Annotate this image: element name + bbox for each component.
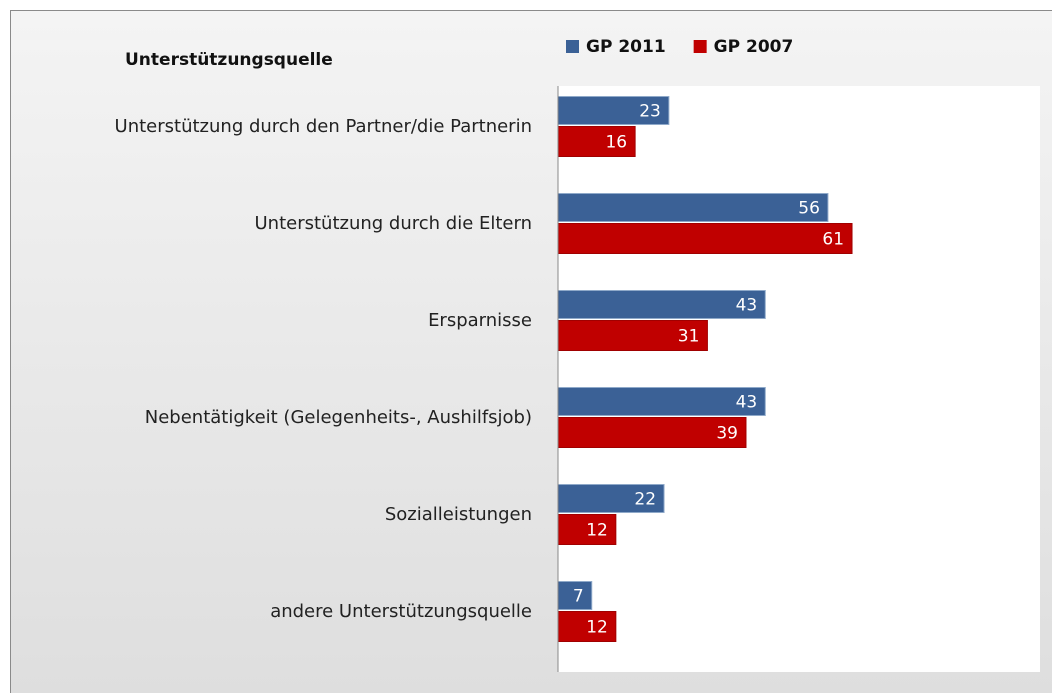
value-label: 43 — [736, 296, 758, 316]
category-label: Nebentätigkeit (Gelegenheits-, Aushilfsj… — [144, 406, 532, 428]
category-label: Ersparnisse — [428, 309, 532, 331]
plot-area — [558, 86, 1040, 672]
value-label: 43 — [736, 393, 758, 413]
value-label: 56 — [798, 199, 820, 219]
axis-title: Unterstützungsquelle — [125, 50, 333, 70]
legend-swatch — [693, 40, 707, 53]
bar — [557, 320, 708, 351]
legend-label: GP 2007 — [714, 37, 794, 57]
bar — [557, 611, 617, 642]
bar — [557, 96, 670, 125]
value-label: 22 — [634, 490, 656, 510]
category-label: andere Unterstützungsquelle — [270, 600, 532, 622]
legend-swatch — [566, 40, 579, 53]
bar — [557, 193, 829, 222]
bar — [557, 484, 665, 513]
legend-label: GP 2011 — [586, 37, 666, 57]
bar — [557, 581, 593, 610]
category-label: Sozialleistungen — [384, 503, 532, 525]
bar — [557, 290, 766, 319]
value-label: 39 — [716, 424, 738, 444]
value-label: 23 — [639, 102, 661, 122]
value-label: 12 — [586, 618, 608, 638]
bar — [557, 387, 766, 416]
value-label: 61 — [822, 230, 844, 250]
bar — [557, 417, 747, 448]
value-label: 16 — [605, 133, 627, 153]
category-label: Unterstützung durch die Eltern — [254, 212, 532, 234]
value-label: 7 — [573, 587, 584, 607]
value-label: 12 — [586, 521, 608, 541]
bar — [557, 223, 853, 254]
bar — [557, 514, 617, 545]
value-label: 31 — [678, 327, 700, 347]
category-label: Unterstützung durch den Partner/die Part… — [114, 115, 532, 137]
